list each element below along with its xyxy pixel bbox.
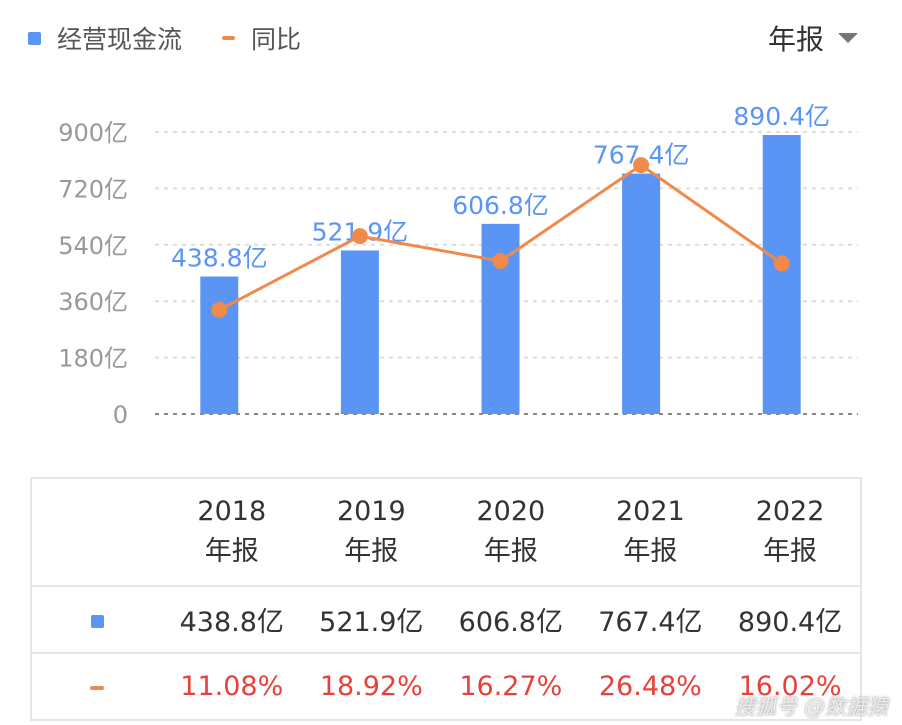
yoy-point (211, 301, 228, 318)
table-header-row: 2018 年报 2019 年报 2020 年报 2021 年报 2022 年报 (31, 478, 861, 586)
cell: 890.4亿 (720, 585, 861, 653)
col-2022: 2022 年报 (755, 496, 825, 567)
col-2018: 2018 年报 (197, 496, 267, 567)
yoy-point (351, 228, 368, 245)
caret-down-icon (838, 33, 858, 43)
watermark: 搜狐号 @数据猿 (734, 695, 888, 719)
period-dropdown[interactable]: 年报 (768, 18, 858, 58)
chart: 0180亿360亿540亿720亿900亿438.8亿521.9亿606.8亿7… (58, 102, 858, 429)
table-row-cashflow: 438.8亿 521.9亿 606.8亿 767.4亿 890.4亿 (31, 585, 861, 653)
data-table: 2018 年报 2019 年报 2020 年报 2021 年报 2022 年报 438.8… (30, 477, 862, 721)
col-2021: 2021 年报 (616, 496, 685, 567)
yoy-point (773, 255, 790, 272)
cell: 11.08% (162, 652, 302, 720)
table-row-yoy: 11.08% 18.92% 16.27% 26.48% 16.02% (31, 652, 861, 720)
cell: 16.27% (441, 652, 581, 720)
yoy-point (492, 253, 509, 270)
col-2019: 2019 年报 (336, 496, 406, 567)
period-label: 年报 (767, 23, 824, 56)
legend-line-label: 同比 (251, 25, 302, 54)
bar-data-label: 606.8亿 (452, 191, 549, 220)
bar (762, 135, 801, 414)
bar (622, 173, 661, 414)
cell: 26.48% (580, 652, 721, 720)
cell: 16.02% (720, 652, 861, 720)
cell: 521.9亿 (301, 585, 442, 653)
cell: 18.92% (301, 652, 442, 720)
bar-data-label: 438.8亿 (171, 244, 268, 273)
y-tick-label: 0 (113, 401, 128, 429)
bar (340, 250, 379, 414)
col-2020: 2020 年报 (476, 496, 546, 567)
y-tick-label: 180亿 (58, 345, 128, 373)
y-tick-label: 360亿 (58, 288, 128, 316)
bar-marker-icon (90, 615, 104, 628)
cell: 438.8亿 (162, 585, 302, 653)
yoy-point (633, 157, 650, 174)
legend: 经营现金流 同比 (28, 20, 301, 56)
bar-legend-icon (28, 31, 41, 45)
y-tick-label: 540亿 (58, 232, 128, 260)
legend-bar-label: 经营现金流 (57, 25, 183, 54)
cell: 767.4亿 (580, 585, 721, 653)
bar-data-label: 890.4亿 (733, 102, 830, 131)
y-tick-label: 720亿 (58, 175, 128, 203)
y-tick-label: 900亿 (58, 119, 128, 147)
bar (200, 276, 239, 414)
cell: 606.8亿 (441, 585, 581, 653)
line-legend-icon (222, 36, 236, 40)
line-marker-icon (90, 685, 104, 690)
